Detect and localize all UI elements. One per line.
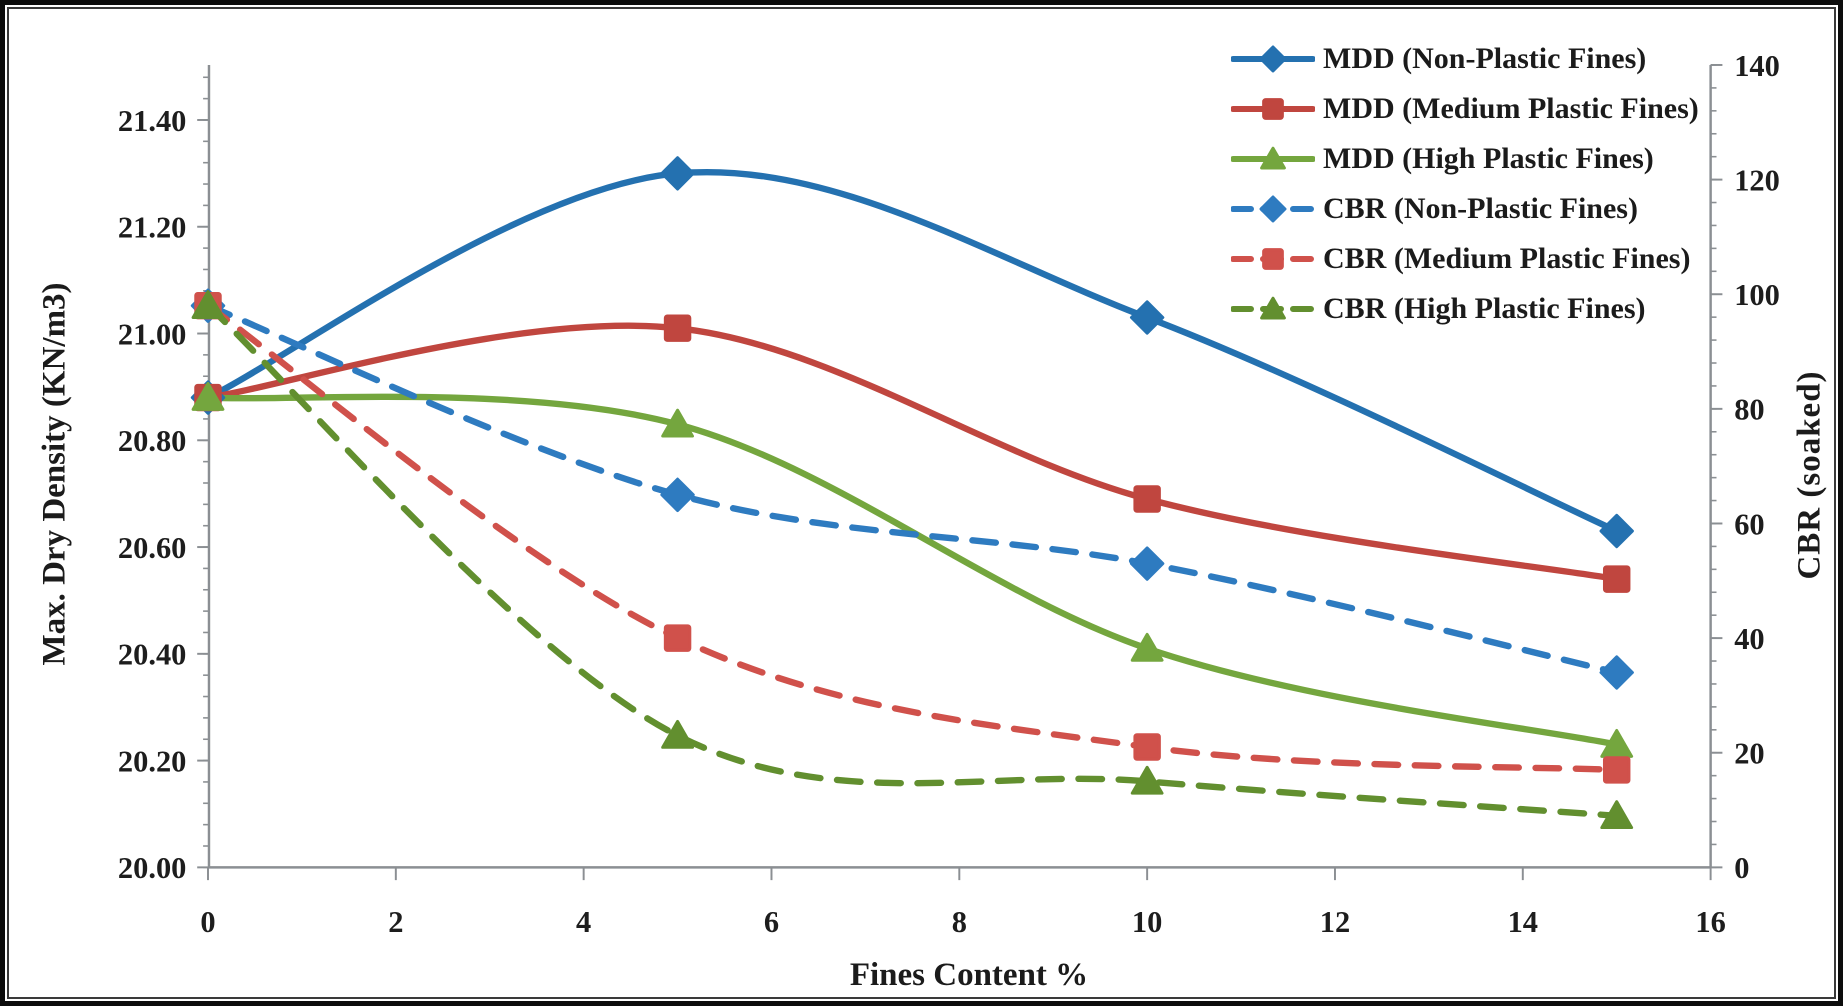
series-markers [190, 156, 1634, 830]
y-left-tick-label: 21.00 [118, 317, 186, 351]
x-tick-label: 10 [1132, 905, 1162, 939]
data-point-marker [1259, 195, 1287, 223]
y-right-tick-label: 20 [1734, 737, 1764, 771]
y-right-tick-label: 140 [1734, 49, 1780, 83]
legend-label: MDD (Medium Plastic Fines) [1323, 92, 1699, 125]
series-line-4 [204, 302, 1620, 774]
legend-swatch-triangle [1231, 146, 1315, 170]
y-left-tick-label: 20.80 [118, 424, 186, 458]
data-point-marker [1133, 733, 1161, 761]
data-point-marker [660, 156, 695, 191]
data-point-marker [661, 719, 694, 749]
series-line-3 [204, 302, 1620, 676]
data-point-marker [1600, 800, 1634, 830]
legend-swatch-diamond [1231, 45, 1315, 73]
legend-item: CBR (High Plastic Fines) [1231, 284, 1699, 334]
data-point-marker [1262, 248, 1284, 270]
legend-swatch-square [1231, 248, 1315, 270]
y-right-tick-label: 120 [1734, 163, 1780, 197]
legend-label: CBR (High Plastic Fines) [1323, 292, 1646, 325]
data-point-marker [1260, 296, 1286, 320]
x-tick-label: 0 [200, 905, 215, 939]
x-tick-label: 14 [1508, 905, 1538, 939]
legend-label: CBR (Non-Plastic Fines) [1323, 192, 1638, 225]
y-left-axis-title: Max. Dry Density (KN/m3) [36, 282, 73, 666]
axis-tick-labels: 21.40 21.20 21.00 20.80 20.60 20.40 20.20 20.00… [118, 49, 1780, 939]
series-markers-2 [191, 381, 1634, 758]
data-point-marker [1260, 146, 1286, 170]
series-line-1 [204, 322, 1620, 583]
x-axis-title: Fines Content % [849, 957, 1089, 993]
x-tick-label: 16 [1695, 905, 1725, 939]
x-tick-label: 12 [1320, 905, 1350, 939]
legend-item: MDD (High Plastic Fines) [1231, 134, 1699, 184]
data-point-marker [1262, 98, 1284, 120]
data-point-marker [660, 477, 695, 513]
x-tick-label: 2 [388, 905, 403, 939]
series-lines [204, 169, 1620, 819]
legend-swatch-square [1231, 98, 1315, 120]
data-point-marker [1129, 300, 1165, 335]
series-markers-5 [191, 290, 1634, 830]
legend-item: CBR (Medium Plastic Fines) [1231, 234, 1699, 284]
legend-label: MDD (High Plastic Fines) [1323, 142, 1654, 175]
y-right-tick-label: 60 [1734, 507, 1764, 541]
y-left-tick-label: 20.20 [118, 744, 186, 778]
y-right-tick-label: 40 [1734, 622, 1764, 656]
y-left-tick-label: 20.00 [118, 851, 186, 885]
legend-item: MDD (Medium Plastic Fines) [1231, 84, 1699, 134]
legend-swatch-diamond [1231, 195, 1315, 223]
x-tick-label: 8 [952, 905, 967, 939]
legend-label: CBR (Medium Plastic Fines) [1323, 242, 1691, 275]
series-line-5 [204, 302, 1620, 819]
figure-inner-border: 21.40 21.20 21.00 20.80 20.60 20.40 20.20 20.00… [7, 7, 1836, 999]
y-right-tick-label: 0 [1734, 851, 1749, 885]
data-point-marker [1259, 45, 1287, 73]
chart-canvas: 21.40 21.20 21.00 20.80 20.60 20.40 20.20 20.00… [118, 49, 1780, 939]
data-point-marker [1599, 513, 1634, 549]
data-point-marker [1599, 655, 1634, 690]
data-point-marker [191, 381, 225, 411]
legend-swatch-triangle [1231, 296, 1315, 320]
legend: MDD (Non-Plastic Fines) MDD (Medium Plast… [1231, 34, 1699, 334]
series-markers-4 [194, 291, 1631, 784]
data-point-marker [1130, 765, 1164, 795]
series-line-2 [204, 393, 1620, 748]
data-point-marker [1602, 565, 1631, 593]
data-point-marker [1129, 546, 1165, 581]
x-tick-label: 6 [764, 905, 779, 939]
y-left-tick-label: 20.40 [118, 638, 186, 672]
y-left-tick-label: 21.40 [118, 104, 186, 138]
series-markers-3 [190, 288, 1634, 690]
data-point-marker [1130, 632, 1164, 662]
data-point-marker [661, 408, 694, 438]
series-line-0 [204, 169, 1620, 535]
y-right-tick-label: 100 [1734, 278, 1780, 312]
legend-item: CBR (Non-Plastic Fines) [1231, 184, 1699, 234]
y-left-tick-label: 21.20 [118, 211, 186, 245]
y-left-tick-label: 20.60 [118, 531, 186, 565]
y-right-tick-label: 80 [1734, 393, 1764, 427]
x-tick-label: 4 [576, 905, 591, 939]
legend-item: MDD (Non-Plastic Fines) [1231, 34, 1699, 84]
legend-label: MDD (Non-Plastic Fines) [1323, 42, 1647, 75]
data-point-marker [1133, 485, 1161, 513]
data-point-marker [1602, 756, 1631, 784]
data-point-marker [663, 314, 692, 342]
data-point-marker [191, 290, 225, 319]
data-point-marker [663, 624, 692, 652]
y-right-axis-title: CBR (soaked) [1791, 370, 1828, 580]
